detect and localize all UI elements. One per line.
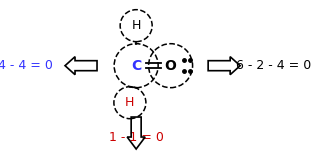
Text: O: O [165,59,177,73]
Text: H: H [125,96,135,109]
Text: C: C [131,59,141,73]
Text: 1 - 1 = 0: 1 - 1 = 0 [109,131,164,144]
Text: H: H [131,19,141,32]
Text: 4 - 4 = 0: 4 - 4 = 0 [0,59,53,72]
Text: 6 - 2 - 4 = 0: 6 - 2 - 4 = 0 [236,59,311,72]
